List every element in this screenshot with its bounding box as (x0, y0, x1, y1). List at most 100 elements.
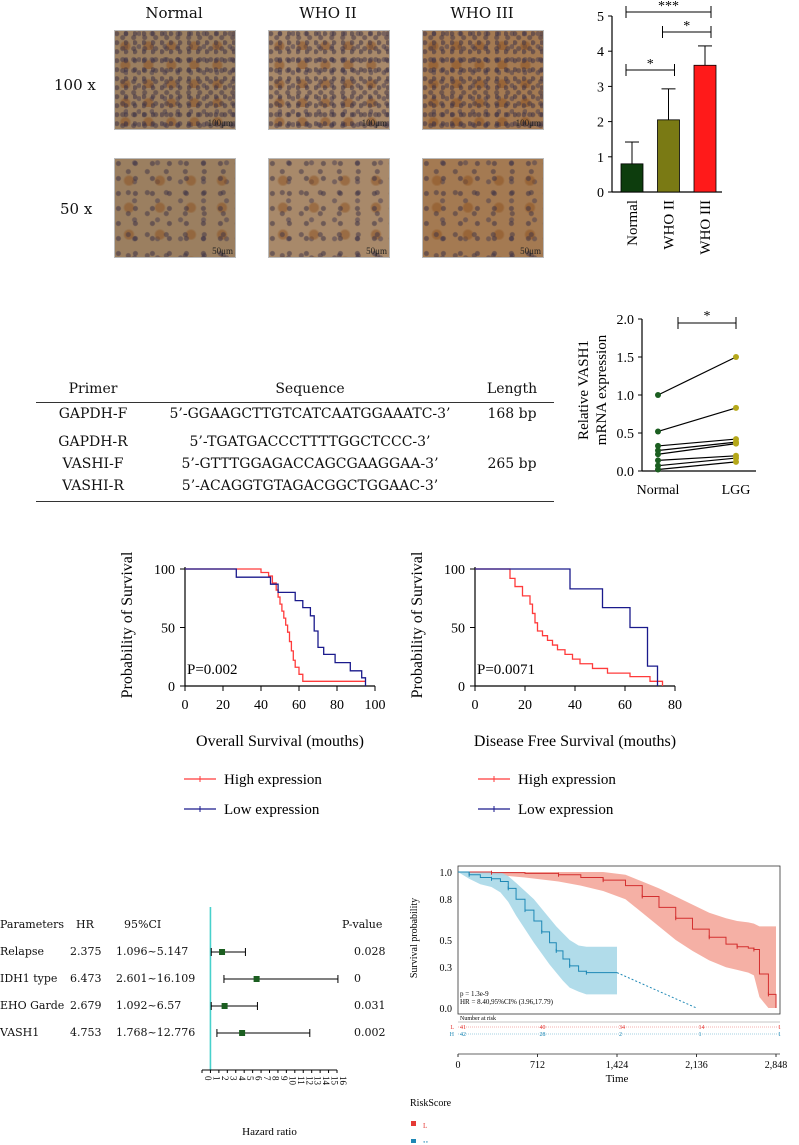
x-axis-label: Time (606, 1073, 629, 1085)
stat-p-label: p = 1.3e-9 (460, 990, 489, 998)
hr-marker (253, 976, 260, 982)
legend-high-label: High expression (518, 772, 616, 788)
km-riskscore-chart: 0.0 0.3 0.5 0.8 1.0 Survival probability p = 1… (409, 865, 787, 1143)
forest-header-p: P-value (342, 918, 383, 931)
primer-table-header: Primer Sequence Length (36, 376, 554, 403)
x-tick-label: WHO II (662, 200, 678, 250)
forest-cell-hr: 2.375 (70, 945, 102, 958)
p-value-label: P=0.002 (187, 662, 238, 678)
forest-cell-ci: 1.096~5.147 (116, 945, 189, 958)
y-tick-label: 1.0 (617, 389, 635, 404)
forest-cell-param: IDH1 type (0, 972, 58, 985)
primer-sequence: 5’-GTTTGGAGACCAGCGAAGGAA-3’ (181, 456, 439, 472)
y-tick-label: 1 (597, 151, 604, 166)
legend-title: RiskScore (410, 1098, 452, 1109)
significance-label: *** (658, 0, 679, 14)
x-tick-label: 2,136 (685, 1060, 708, 1071)
table-row: VASHI-R 5’-ACAGGTGTAGACGGCTGGAAC-3’ (36, 475, 554, 502)
y-tick-label: 3 (597, 80, 604, 95)
risk-row-label: H (450, 1032, 455, 1038)
y-tick-label: 4 (597, 45, 604, 60)
survival-curve (185, 568, 366, 682)
x-tick-label: 0 (203, 1076, 213, 1081)
ihc-micrograph: 50μm (422, 158, 544, 258)
pair-line (657, 356, 737, 396)
hr-marker (221, 1003, 228, 1009)
primer-length: 168 bp (487, 406, 537, 422)
risk-count: 34 (619, 1025, 625, 1031)
x-tick-label: 100 (365, 698, 386, 713)
x-tick-label: 10 (287, 1076, 297, 1086)
y-tick-label: 1.0 (440, 868, 453, 879)
bar (693, 64, 717, 193)
forest-cell-ci: 1.092~6.57 (116, 999, 182, 1012)
forest-cell-hr: 6.473 (70, 972, 102, 985)
significance-label: * (647, 57, 654, 72)
y-tick-label: 100 (154, 563, 175, 578)
risk-count: 28 (540, 1032, 546, 1038)
table-row: VASHI-F 5’-GTTTGGAGACCAGCGAAGGAA-3’ 265 … (36, 453, 554, 475)
primer-sequence: 5’-GGAAGCTTGTCATCAATGGAAATC-3’ (169, 406, 451, 422)
forest-cell-hr: 2.679 (70, 999, 102, 1012)
plot-frame (457, 865, 781, 1015)
legend-high-label: High expression (224, 772, 322, 788)
forest-cell-p: 0 (354, 972, 361, 985)
x-tick-label: 13 (313, 1076, 323, 1086)
col-header-normal: Normal (145, 4, 203, 22)
y-tick-label: 50 (451, 622, 465, 637)
x-tick-label: 60 (292, 698, 306, 713)
y-tick-label: 2.0 (617, 313, 635, 328)
survival-curve (475, 568, 664, 686)
forest-cell-ci: 2.601~16.109 (116, 972, 196, 985)
pair-line (657, 441, 737, 452)
x-tick-label: 2 (220, 1076, 230, 1081)
lgg-point (733, 404, 739, 411)
risk-row-label: L (450, 1025, 454, 1031)
disease-free-survival-chart: 0 50 100 0 20 40 60 80 Probability of Survival Di… (409, 551, 682, 750)
y-axis-label-line: Relative VASH1 (576, 340, 592, 440)
risk-count: 14 (699, 1025, 705, 1031)
y-tick-label: 0.0 (617, 465, 635, 480)
x-tick-label: 5 (245, 1076, 255, 1081)
scale-bar-label: 100μm (515, 118, 541, 128)
primer-name: GAPDH-R (58, 434, 128, 450)
ihc-micrograph: 50μm (114, 158, 236, 258)
scale-bar-label: 50μm (366, 246, 387, 256)
x-tick-label: 0 (456, 1060, 461, 1071)
x-tick-label: 11 (296, 1076, 306, 1085)
col-header-who-iii: WHO III (450, 4, 514, 22)
y-tick-label: 0.3 (440, 963, 453, 974)
normal-point (655, 466, 661, 473)
pair-line (657, 443, 737, 455)
primer-length (470, 425, 554, 453)
confidence-band (458, 872, 617, 995)
forest-header-ci: 95%CI (124, 918, 162, 931)
pair-line (657, 455, 737, 461)
x-tick-label: 40 (254, 698, 268, 713)
table-row: GAPDH-R 5’-TGATGACCCTTTTGGCTCCC-3’ (36, 425, 554, 453)
ihc-micrograph: 100μm (268, 30, 390, 130)
risk-count: 40 (540, 1025, 546, 1031)
table-row: GAPDH-F 5’-GGAAGCTTGTCATCAATGGAAATC-3’ 1… (36, 403, 554, 426)
y-tick-label: 2 (597, 116, 604, 131)
pair-line (657, 407, 737, 433)
header-sequence: Sequence (150, 376, 470, 403)
primer-name: VASHI-R (62, 478, 124, 494)
header-primer: Primer (36, 376, 150, 403)
scale-bar-label: 50μm (212, 246, 233, 256)
normal-point (655, 442, 661, 449)
risk-count: 42 (460, 1032, 466, 1038)
forest-cell-hr: 4.753 (70, 1026, 102, 1039)
forest-header-hr: HR (76, 918, 94, 931)
forest-cell-p: 0.031 (354, 999, 386, 1012)
primer-length: 265 bp (487, 456, 537, 472)
scale-bar-label: 50μm (520, 246, 541, 256)
x-tick-label: 20 (518, 698, 532, 713)
risk-count: 2 (619, 1032, 622, 1038)
y-tick-label: 100 (444, 563, 465, 578)
y-tick-label: 0.5 (617, 427, 635, 442)
x-tick-label: 7 (262, 1076, 272, 1081)
pair-line (657, 461, 737, 471)
y-tick-label: 0 (597, 186, 604, 201)
